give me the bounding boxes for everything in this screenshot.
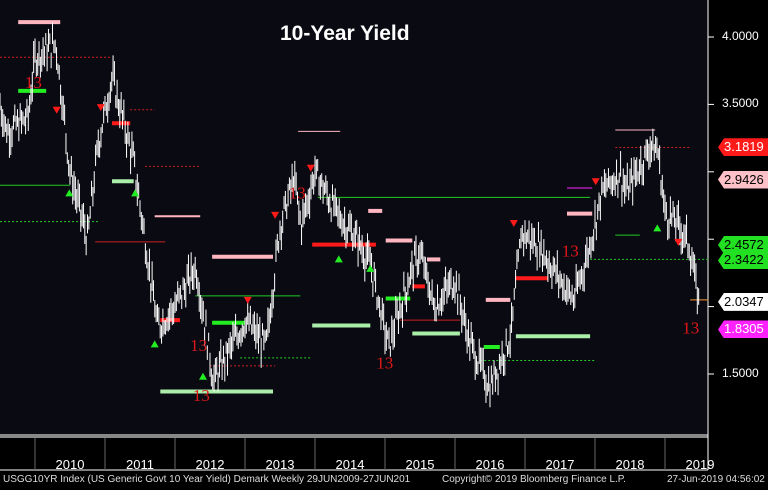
- last-value-badge: 2.9426: [718, 170, 768, 189]
- sell-arrow-icon: [591, 178, 600, 186]
- sell-arrow-icon: [243, 296, 252, 304]
- sell-arrow-icon: [674, 238, 683, 246]
- y-tick-label: 4.0000: [722, 29, 759, 43]
- demark-13-label: 13: [25, 73, 42, 92]
- x-tick-label: 2014: [335, 457, 365, 472]
- demark-13-label: 13: [289, 184, 306, 203]
- last-value-badge: 2.3422: [718, 251, 768, 270]
- footer-copyright: Copyright© 2019 Bloomberg Finance L.P.: [442, 474, 626, 485]
- x-tick-label: 2012: [195, 457, 225, 472]
- last-value-badge: 2.0347: [718, 292, 768, 311]
- demark-13-label: 13: [193, 386, 210, 405]
- x-tick-label: 2019: [685, 457, 715, 472]
- sell-arrow-icon: [509, 220, 518, 228]
- sell-arrow-icon: [52, 106, 61, 114]
- x-tick-label: 2017: [545, 457, 575, 472]
- footer-timestamp: 27-Jun-2019 04:56:02: [667, 474, 765, 485]
- x-tick-label: 2011: [126, 457, 154, 472]
- last-value-badge: 2.4572: [718, 235, 768, 254]
- buy-arrow-icon: [199, 372, 207, 380]
- scrollbar-track[interactable]: [0, 434, 708, 438]
- demark-13-label: 13: [376, 354, 393, 373]
- sell-arrow-icon: [271, 211, 280, 219]
- x-tick-label: 2013: [265, 457, 295, 472]
- footer-security-info: USGG10YR Index (US Generic Govt 10 Year …: [3, 474, 411, 485]
- x-tick-label: 2018: [615, 457, 645, 472]
- buy-arrow-icon: [150, 340, 159, 348]
- x-tick-label: 2015: [405, 457, 435, 472]
- demark-13-label: 13: [682, 318, 699, 337]
- y-tick-label: 1.5000: [722, 366, 759, 380]
- sell-arrow-icon: [306, 164, 315, 172]
- buy-arrow-icon: [334, 255, 343, 263]
- y-tick-label: 3.5000: [722, 96, 759, 111]
- buy-arrow-icon: [366, 264, 375, 272]
- x-tick-label: 2010: [55, 457, 85, 472]
- x-tick-label: 2016: [475, 457, 505, 472]
- last-value-badge: 1.8305: [718, 320, 768, 339]
- plot-background: [0, 0, 708, 434]
- buy-arrow-icon: [653, 224, 662, 232]
- buy-arrow-icon: [131, 189, 140, 197]
- demark-13-label: 13: [562, 242, 579, 261]
- last-value-badge: 3.1819: [718, 138, 768, 157]
- chart-title: 10-Year Yield: [280, 22, 410, 45]
- buy-arrow-icon: [65, 189, 74, 197]
- sell-arrow-icon: [96, 104, 105, 112]
- demark-13-label: 13: [190, 336, 207, 355]
